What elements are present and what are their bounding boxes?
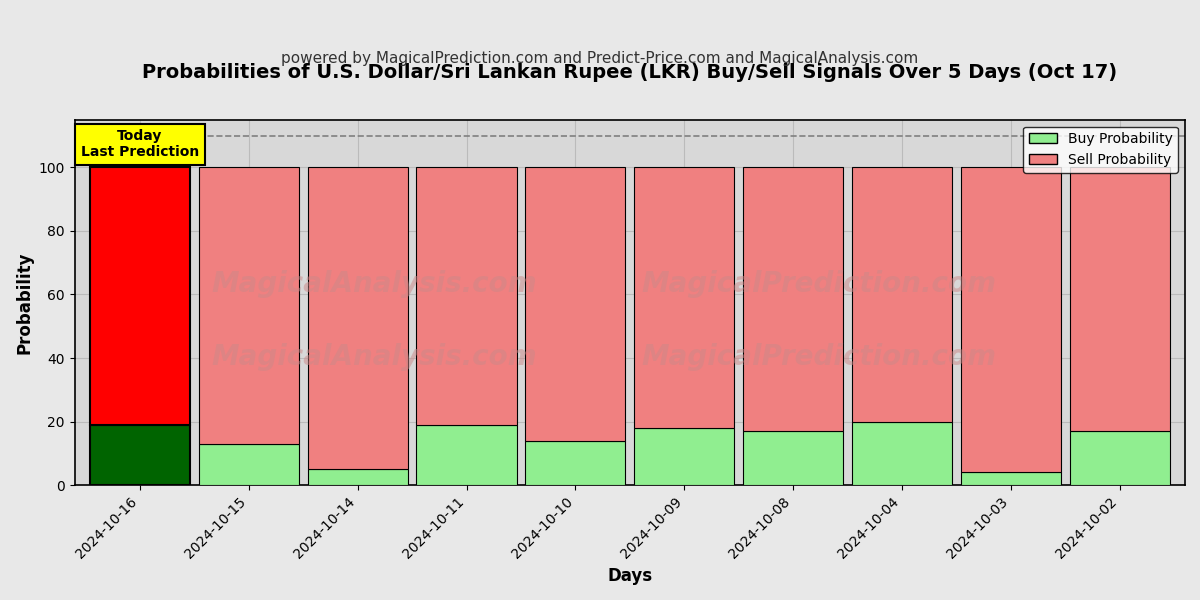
Bar [526,440,625,485]
Bar [307,167,408,469]
Bar [852,167,952,422]
Bar [307,469,408,485]
Bar [961,472,1061,485]
X-axis label: Days: Days [607,567,653,585]
Bar [961,167,1061,472]
Bar [416,425,517,485]
Bar [90,167,190,425]
Bar [1069,431,1170,485]
Bar [743,431,844,485]
Text: MagicalAnalysis.com: MagicalAnalysis.com [211,270,538,298]
Text: MagicalAnalysis.com: MagicalAnalysis.com [211,343,538,371]
Legend: Buy Probability, Sell Probability: Buy Probability, Sell Probability [1024,127,1178,173]
Bar [526,167,625,440]
Bar [852,422,952,485]
Bar [199,167,299,444]
Title: Probabilities of U.S. Dollar/Sri Lankan Rupee (LKR) Buy/Sell Signals Over 5 Days: Probabilities of U.S. Dollar/Sri Lankan … [143,63,1117,82]
Bar [90,425,190,485]
Bar [1069,167,1170,431]
Text: powered by MagicalPrediction.com and Predict-Price.com and MagicalAnalysis.com: powered by MagicalPrediction.com and Pre… [281,51,919,66]
Bar [416,167,517,425]
Text: Today
Last Prediction: Today Last Prediction [80,129,199,160]
Bar [634,428,734,485]
Bar [199,444,299,485]
Bar [634,167,734,428]
Bar [743,167,844,431]
Text: MagicalPrediction.com: MagicalPrediction.com [641,343,996,371]
Y-axis label: Probability: Probability [16,251,34,353]
Text: MagicalPrediction.com: MagicalPrediction.com [641,270,996,298]
